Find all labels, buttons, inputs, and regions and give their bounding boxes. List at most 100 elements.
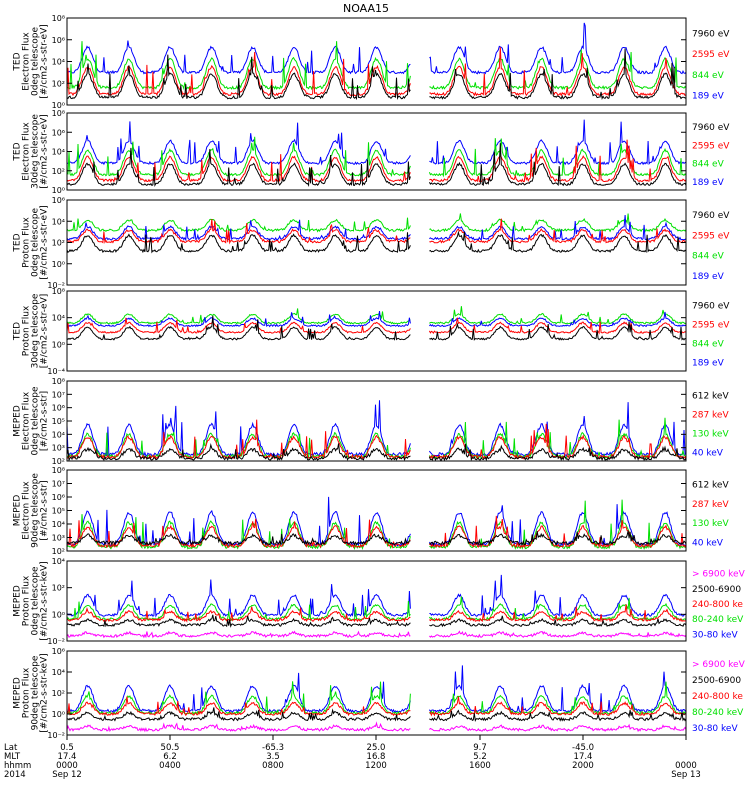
y-tick-label: 10⁰ — [52, 101, 65, 110]
y-axis-label: MEPEDElectron Flux0deg telescope[#/cm2-s… — [13, 386, 50, 456]
legend-entry: 612 keV — [692, 481, 729, 491]
y-axis-label-line: TED — [13, 322, 23, 341]
y-axis-label-line: [#/cm2-s-str-eV] — [40, 24, 50, 99]
x-row-label: Lat — [4, 743, 18, 753]
legend-entry: 240-800 ke — [692, 692, 743, 702]
y-axis-label-line: 30deg telescope — [31, 114, 41, 189]
series-group — [67, 400, 686, 461]
y-axis-label-line: Proton Flux — [22, 305, 32, 356]
series-black — [67, 48, 686, 101]
y-axis-label: TEDElectron Flux0deg telescope[#/cm2-s-s… — [13, 24, 50, 99]
y-axis-label-line: [#/cm2-s-str-eV] — [40, 294, 50, 369]
legend-entry: 40 keV — [692, 449, 724, 459]
y-tick-label: 10⁸ — [52, 466, 65, 475]
plot-frame — [66, 290, 687, 372]
series-red — [67, 515, 686, 549]
series-group — [67, 574, 686, 639]
legend-entry: 189 eV — [692, 272, 725, 282]
x-row-label: 2014 — [4, 770, 26, 780]
legend-entry: 189 eV — [692, 92, 725, 102]
x-tick-label: Sep 12 — [52, 770, 82, 780]
y-axis-label-line: TED — [13, 52, 23, 71]
x-tick-label: 16.8 — [367, 752, 386, 762]
y-axis-label-line: MEPED — [13, 585, 23, 617]
y-axis-label-line: [#/cm2-s-str-eV] — [40, 205, 50, 280]
series-blue — [67, 496, 686, 548]
y-axis-label-line: Electron Flux — [22, 122, 32, 181]
legend-entry: 2595 eV — [692, 231, 730, 241]
x-tick-label: -45.0 — [572, 743, 594, 753]
y-tick-label: 10⁰ — [52, 610, 65, 619]
y-axis-label-line: MEPED — [13, 405, 23, 437]
legend-entry: 130 keV — [692, 430, 729, 440]
series-black — [67, 315, 686, 341]
series-black — [67, 614, 686, 628]
y-tick-label: 10⁴ — [52, 520, 65, 529]
y-axis-label-line: [#/cm2-s-str-eV] — [40, 114, 50, 189]
chart-title: NOAA15 — [343, 2, 389, 15]
series-green — [67, 213, 686, 233]
legend-entry: 30-80 keV — [692, 724, 738, 734]
legend-entry: 844 eV — [692, 340, 725, 350]
legend-entry: 189 eV — [692, 359, 725, 369]
series-black — [67, 230, 686, 254]
series-green — [67, 596, 686, 622]
x-tick-label: 17.4 — [58, 752, 77, 762]
y-tick-label: 10⁻² — [47, 731, 65, 740]
y-tick-label: 10⁶ — [52, 647, 65, 656]
y-tick-label: 10⁻² — [47, 281, 65, 290]
series-red — [67, 218, 686, 245]
y-tick-label: 10⁰ — [52, 260, 65, 269]
y-axis-label-line: TED — [13, 233, 23, 252]
series-group — [67, 22, 686, 101]
y-tick-label: 10⁴ — [52, 557, 65, 566]
legend-entry: > 6900 keV — [692, 570, 746, 580]
y-tick-label: 10⁴ — [52, 148, 65, 157]
y-axis-label-line: 90deg telescope — [31, 655, 41, 730]
series-red — [67, 317, 686, 335]
legend-entry: 2595 eV — [692, 50, 730, 60]
legend-entry: 287 keV — [692, 411, 729, 421]
series-group — [67, 213, 686, 254]
y-tick-label: 10⁵ — [52, 417, 65, 426]
y-tick-label: 10⁸ — [52, 287, 65, 296]
series-black — [67, 143, 686, 188]
series-red — [67, 46, 686, 97]
x-tick-label: 1200 — [365, 761, 387, 771]
y-tick-label: 10⁴ — [52, 58, 65, 67]
legend-entry: 844 eV — [692, 160, 725, 170]
series-blue — [67, 22, 686, 75]
y-axis-label: MEPEDElectron Flux90deg telescope[#/cm2-… — [13, 473, 50, 548]
y-tick-label: 10⁶ — [52, 493, 65, 502]
y-tick-label: 10⁴ — [52, 314, 65, 323]
y-tick-label: 10⁵ — [52, 507, 65, 516]
series-green — [67, 136, 686, 178]
legend-entry: 2500-6900 — [692, 585, 741, 595]
x-tick-label: 0800 — [262, 761, 284, 771]
legend-entry: 2500-6900 — [692, 676, 741, 686]
series-group — [67, 306, 686, 341]
y-axis-label-line: Electron Flux — [22, 481, 32, 540]
legend-entry: 80-240 keV — [692, 615, 744, 625]
legend-entry: 7960 eV — [692, 29, 730, 39]
y-axis-label-line: 0deg telescope — [31, 27, 41, 97]
series-magenta — [67, 630, 686, 639]
legend-entry: 7960 eV — [692, 302, 730, 312]
x-tick-label: 0400 — [159, 761, 181, 771]
x-tick-label: 9.7 — [473, 743, 487, 753]
y-tick-label: 10⁴ — [52, 668, 65, 677]
y-axis-label-line: MEPED — [13, 677, 23, 709]
legend-entry: 2595 eV — [692, 141, 730, 151]
plot-frame — [66, 199, 687, 286]
y-tick-label: 10⁷ — [52, 390, 65, 399]
y-tick-label: 10⁷ — [52, 480, 65, 489]
x-tick-label: 0000 — [675, 761, 697, 771]
legend-entry: 844 eV — [692, 71, 725, 81]
series-red — [67, 696, 686, 717]
legend-entry: 287 keV — [692, 500, 729, 510]
x-tick-label: 25.0 — [367, 743, 386, 753]
y-tick-label: 10⁰ — [52, 186, 65, 195]
